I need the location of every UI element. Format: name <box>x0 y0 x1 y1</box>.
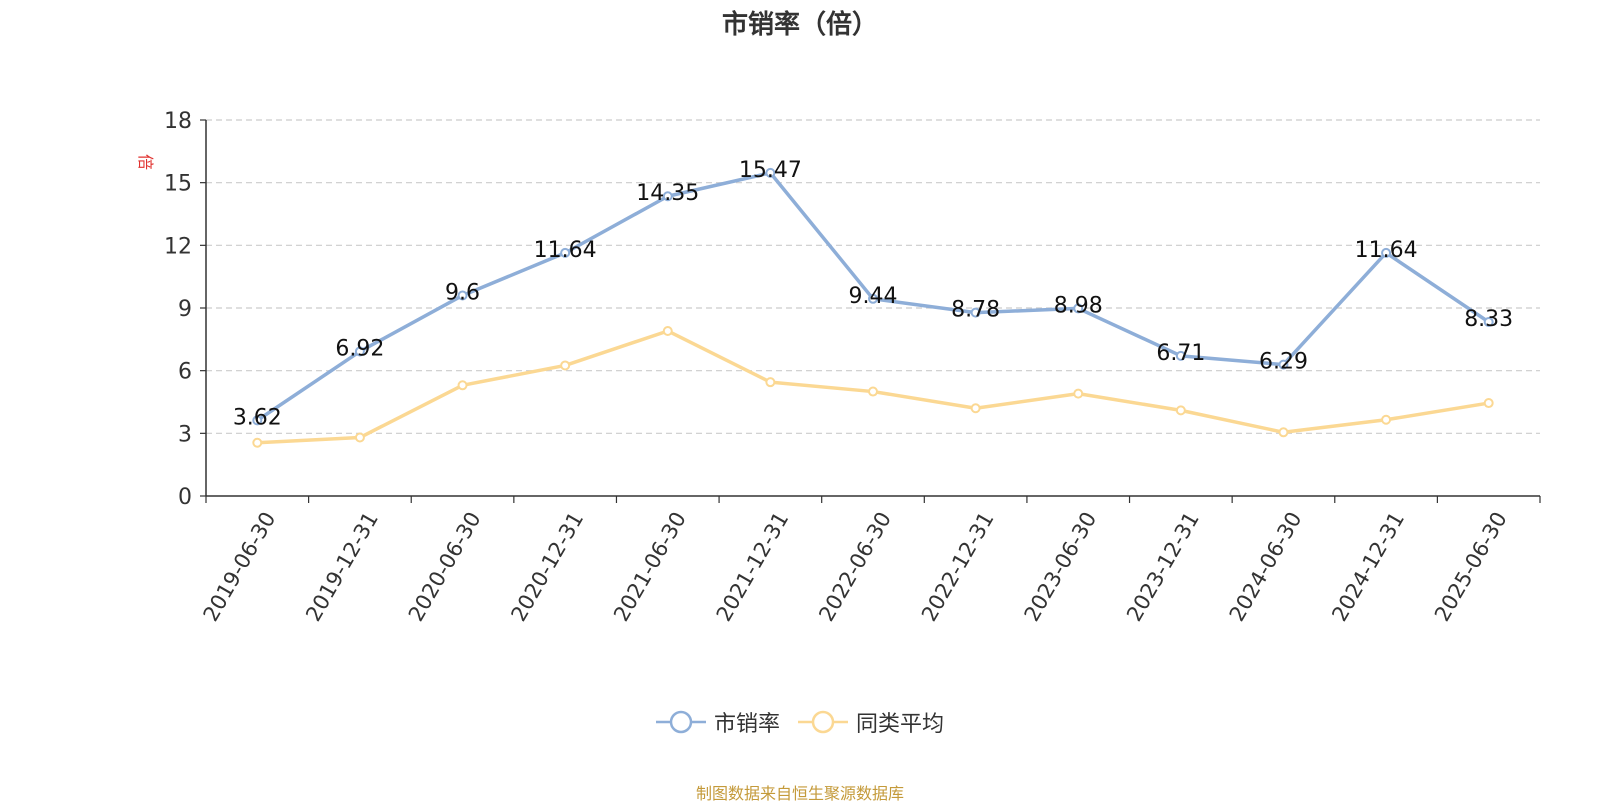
data-point <box>252 437 263 448</box>
y-tick-label: 9 <box>178 297 192 322</box>
data-point <box>1381 247 1392 258</box>
x-tick-label: 2024-12-31 <box>1327 508 1409 626</box>
legend-marker <box>811 710 835 734</box>
data-label: 15.47 <box>739 158 802 183</box>
x-tick-label: 2022-06-30 <box>814 508 896 626</box>
data-point <box>252 415 263 426</box>
x-tick-label: 2019-06-30 <box>199 508 281 626</box>
legend-marker <box>669 710 693 734</box>
legend-label: 同类平均 <box>856 712 945 737</box>
legend-symbol-icon <box>798 710 848 734</box>
x-tick-label: 2023-06-30 <box>1019 508 1101 626</box>
x-tick-label: 2020-12-31 <box>506 508 588 626</box>
data-label: 11.64 <box>534 238 597 263</box>
data-point <box>662 191 673 202</box>
data-point <box>560 247 571 258</box>
data-label: 6.71 <box>1156 341 1205 366</box>
data-point <box>970 307 981 318</box>
data-label: 8.33 <box>1464 307 1513 332</box>
chart-title: 市销率（倍） <box>721 10 878 40</box>
legend-item[interactable]: 同类平均 <box>798 706 944 738</box>
data-point <box>1175 350 1186 361</box>
legend-symbol-icon <box>655 710 706 734</box>
data-point <box>354 346 365 357</box>
x-tick-label: 2024-06-30 <box>1225 508 1307 626</box>
data-point <box>457 380 468 391</box>
data-point <box>1483 398 1494 409</box>
data-point <box>354 432 365 443</box>
x-tick-label: 2020-06-30 <box>404 508 486 626</box>
data-point <box>1483 316 1494 327</box>
data-point <box>765 167 776 178</box>
data-label: 6.92 <box>335 336 384 361</box>
x-tick-label: 2023-12-31 <box>1122 508 1204 626</box>
y-tick-label: 3 <box>178 422 192 447</box>
legend: 市销率 同类平均 <box>0 706 1600 738</box>
data-point <box>1175 405 1186 416</box>
y-tick-label: 12 <box>164 234 192 259</box>
data-point <box>868 293 878 304</box>
y-tick-label: 18 <box>164 109 192 134</box>
x-tick-label: 2025-06-30 <box>1430 508 1512 626</box>
x-tick-label: 2019-12-31 <box>301 508 383 626</box>
data-point <box>662 325 673 336</box>
x-tick-label: 2021-12-31 <box>712 508 794 626</box>
data-point <box>1278 359 1289 370</box>
data-point <box>1073 303 1084 314</box>
x-tick-label: 2021-06-30 <box>609 508 691 626</box>
data-label: 9.44 <box>849 284 898 309</box>
data-point <box>868 386 878 397</box>
data-point <box>1073 388 1084 399</box>
data-point <box>1381 414 1392 425</box>
data-point <box>457 290 468 301</box>
data-label: 14.35 <box>636 181 699 206</box>
data-point <box>1278 427 1289 438</box>
data-point <box>560 360 571 371</box>
data-label: 8.78 <box>951 298 1000 323</box>
y-unit-label: 倍 <box>136 154 155 170</box>
data-label: 11.64 <box>1355 238 1418 263</box>
data-label: 3.62 <box>233 405 282 430</box>
x-tick-label: 2022-12-31 <box>917 508 999 626</box>
y-tick-label: 15 <box>164 172 192 197</box>
legend-label: 市销率 <box>713 712 780 737</box>
data-label: 9.6 <box>445 280 480 305</box>
data-label: 8.98 <box>1054 293 1103 318</box>
source-note: 制图数据来自恒生聚源数据库 <box>695 784 904 803</box>
y-tick-label: 6 <box>178 360 192 385</box>
legend-item[interactable]: 市销率 <box>655 706 780 738</box>
y-tick-label: 0 <box>178 485 192 510</box>
data-point <box>970 403 981 414</box>
data-label: 6.29 <box>1259 350 1308 375</box>
data-point <box>765 377 776 388</box>
